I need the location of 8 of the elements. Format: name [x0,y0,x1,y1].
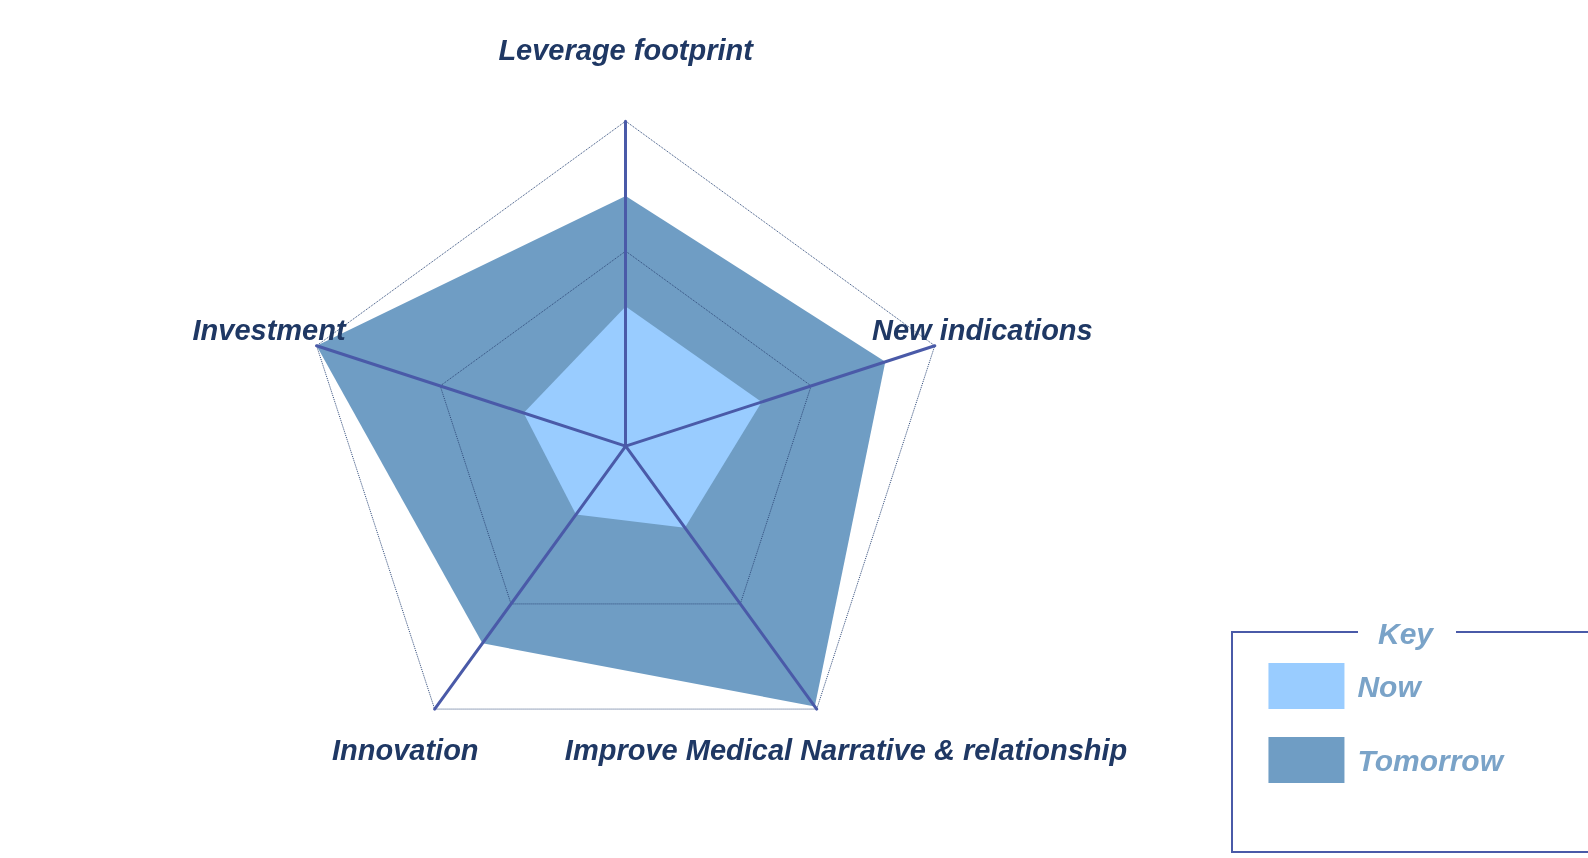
spoke-label: Leverage footprint [498,34,755,67]
spoke-label: Investment [192,314,347,347]
spoke-label: Innovation [331,733,479,766]
legend-title: Key [1378,616,1435,650]
legend-label: Now [1357,669,1423,703]
legend-label: Tomorrow [1357,743,1505,777]
spoke-label: Improve Medical Narrative & relationship [564,733,1128,766]
spoke-label: New indications [871,314,1093,347]
